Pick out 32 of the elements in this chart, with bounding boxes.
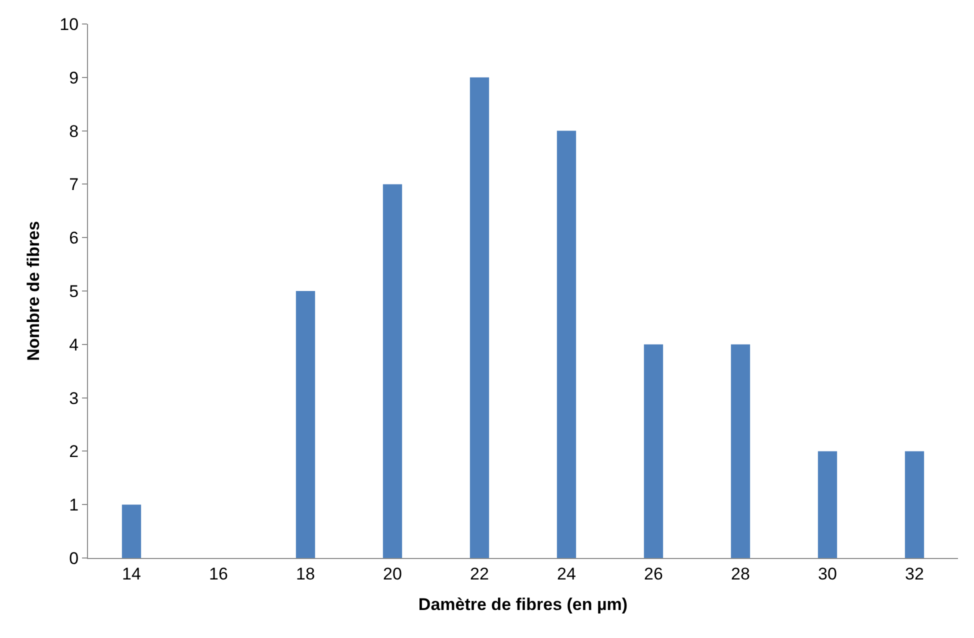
y-tick-label: 10 — [60, 14, 79, 34]
y-tick-label: 1 — [69, 496, 79, 515]
y-tick-label: 2 — [69, 442, 79, 462]
y-tick-label: 9 — [69, 68, 79, 88]
x-tick-label: 18 — [296, 564, 315, 584]
x-tick-label: 28 — [731, 564, 750, 584]
x-tick-label: 20 — [383, 564, 402, 584]
x-axis-title: Damètre de fibres (en µm) — [418, 594, 628, 614]
y-tick-label: 8 — [69, 122, 79, 141]
x-tick-label: 30 — [818, 564, 837, 584]
y-tick-label: 0 — [69, 548, 79, 568]
x-tick-label: 14 — [122, 564, 141, 584]
x-tick-label: 24 — [557, 564, 576, 584]
bar — [382, 184, 402, 558]
bar — [122, 504, 142, 558]
y-tick-label: 4 — [69, 335, 79, 354]
y-axis-title: Nombre de fibres — [24, 221, 44, 361]
x-tick-label: 32 — [905, 564, 924, 584]
x-tick-label: 16 — [209, 564, 228, 584]
bar — [818, 451, 838, 558]
y-tick-label: 3 — [69, 388, 79, 408]
y-tick-label: 6 — [69, 228, 79, 248]
y-tick-label: 7 — [69, 175, 79, 194]
bar — [470, 77, 490, 558]
bar — [644, 344, 664, 558]
bar — [556, 130, 576, 558]
bar — [904, 451, 924, 558]
x-tick-label: 26 — [644, 564, 663, 584]
y-tick-label: 5 — [69, 282, 79, 301]
x-tick-label: 22 — [470, 564, 489, 584]
bar — [296, 291, 316, 558]
bar — [730, 344, 750, 558]
